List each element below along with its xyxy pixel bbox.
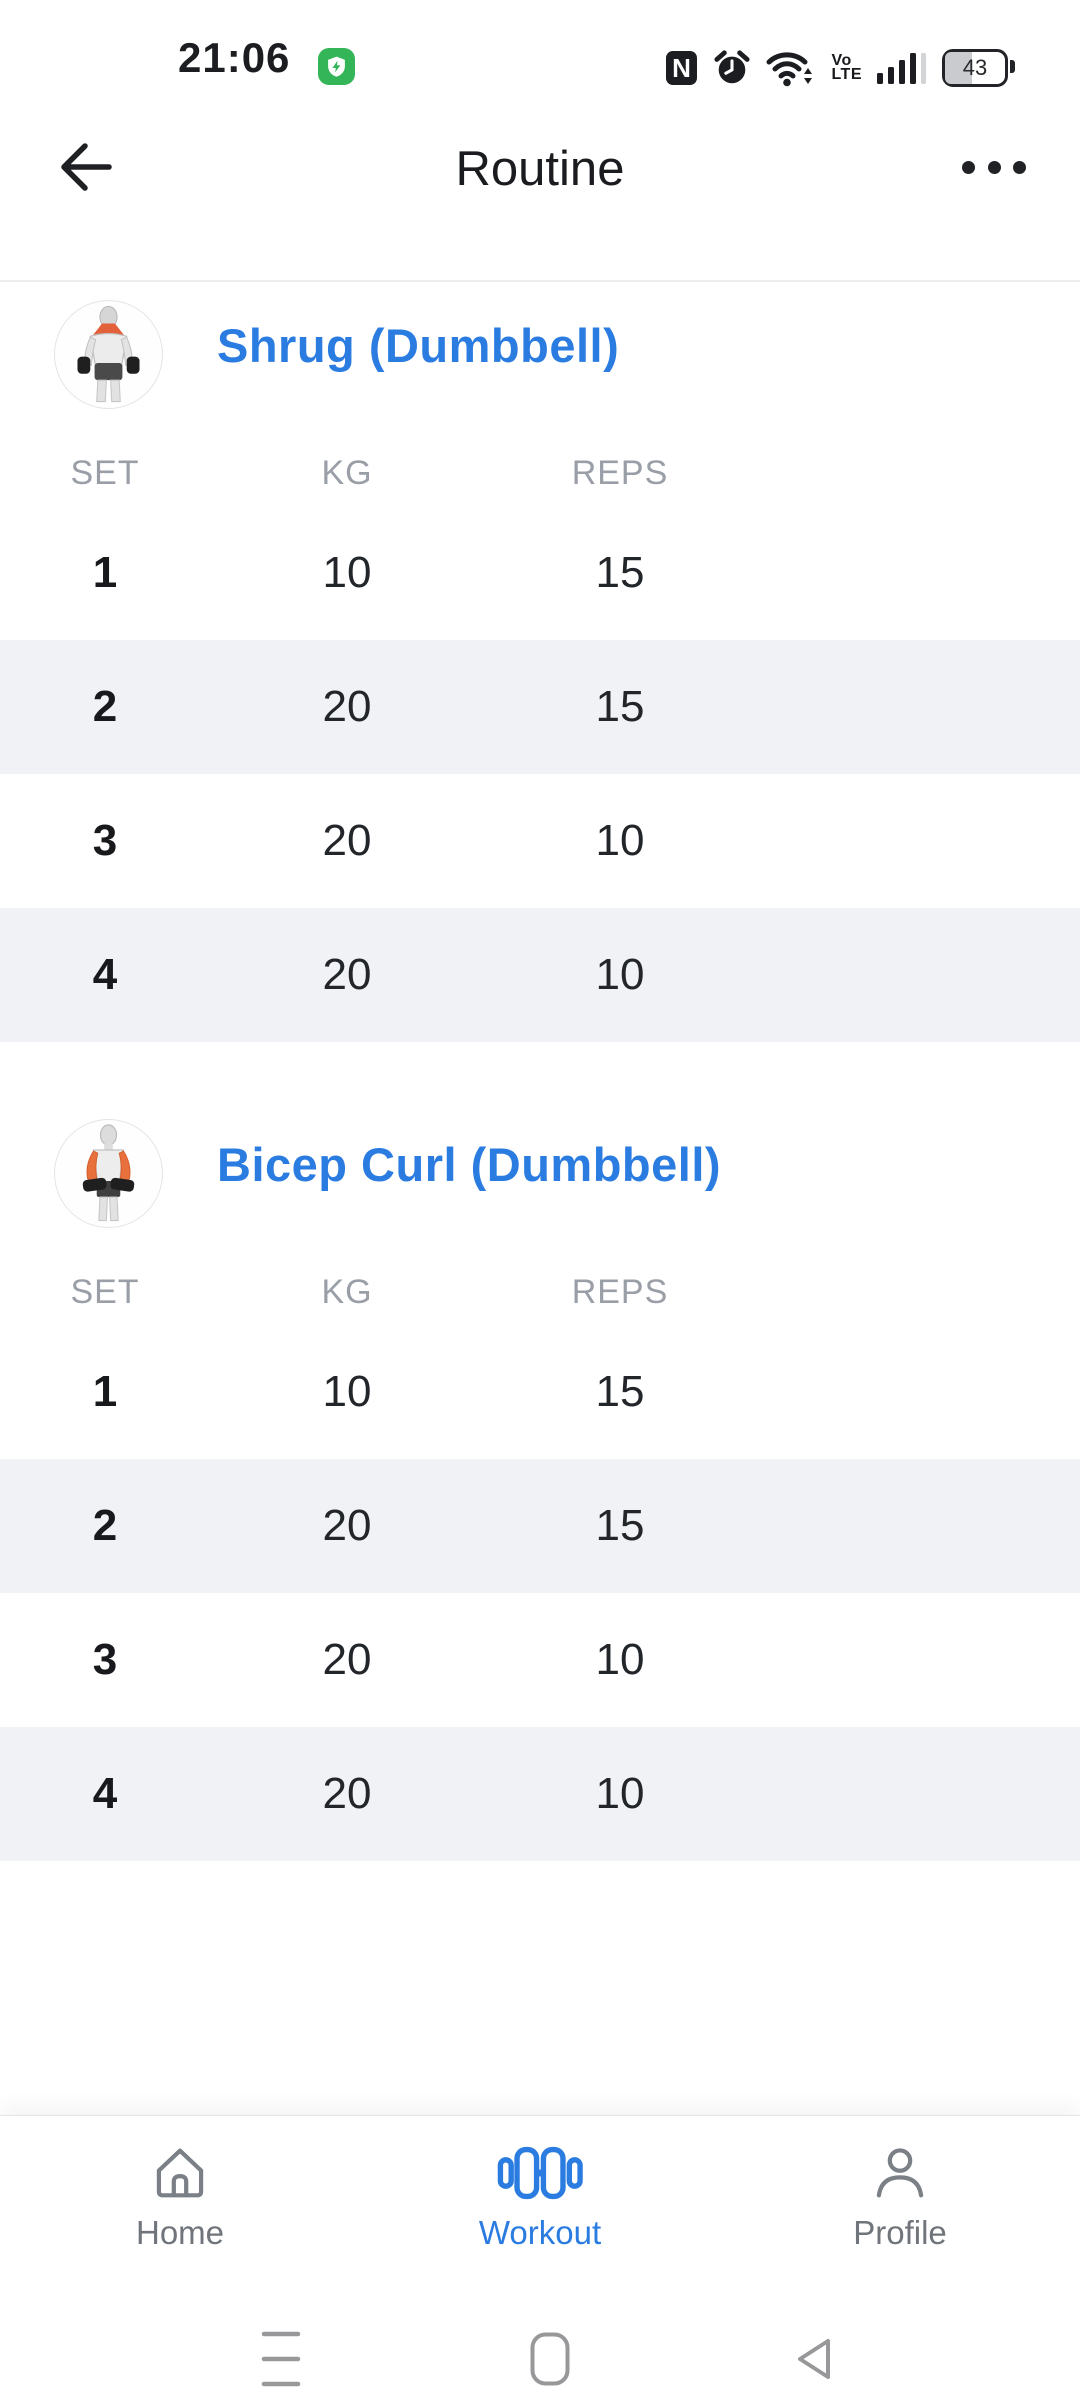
nav-item-profile[interactable]: Profile: [720, 2116, 1080, 2291]
col-set: SET: [70, 453, 140, 492]
exercise-section-bicep-curl: Bicep Curl (Dumbbell) SET KG REPS 1 10 1…: [0, 1111, 1080, 1861]
signal-bars-icon: [877, 53, 926, 84]
bottom-navigation: Home Workout Profile: [0, 2115, 1080, 2291]
android-home-icon[interactable]: [530, 2332, 570, 2386]
volte-indicator: Vo LTE: [831, 52, 862, 83]
shrug-figure-illustration: [77, 305, 140, 403]
table-row: 1 10 15: [92, 1367, 645, 1416]
table-row: 3 20 10: [92, 1635, 645, 1684]
table-row: 2 20 15: [0, 640, 1080, 774]
nfc-icon: N: [666, 51, 698, 85]
dot-icon: [1013, 160, 1026, 174]
more-options-button[interactable]: [962, 159, 1026, 175]
table-row: 2 20 15: [0, 1459, 1080, 1593]
exercise-thumbnail-bicep-curl[interactable]: [54, 1119, 163, 1228]
android-navigation-bar: [0, 2290, 1080, 2400]
status-time: 21:06: [178, 34, 291, 81]
table-column-headers: SET KG REPS: [0, 440, 1080, 506]
exercise-section-shrug: Shrug (Dumbbell) SET KG REPS 1 10 15 2 2…: [0, 292, 1080, 1042]
back-button[interactable]: [54, 135, 118, 199]
alarm-clock-icon: [714, 50, 751, 84]
col-reps: REPS: [571, 453, 669, 492]
recents-menu-icon[interactable]: [261, 2331, 301, 2387]
home-icon: [156, 2148, 204, 2198]
profile-icon: [876, 2148, 924, 2198]
col-set: SET: [70, 1272, 140, 1311]
dot-icon: [962, 160, 975, 174]
nav-label-workout: Workout: [478, 2214, 602, 2251]
table-row: 3 20 10: [92, 816, 645, 865]
battery-percent: 43: [962, 55, 988, 80]
exercise-thumbnail-shrug[interactable]: [54, 300, 163, 409]
status-icons: N Vo LTE 43: [665, 46, 1015, 90]
nav-item-workout[interactable]: Workout: [360, 2116, 720, 2291]
nav-label-home: Home: [135, 2214, 225, 2251]
nav-label-profile: Profile: [853, 2214, 947, 2251]
app-header: Routine: [0, 105, 1080, 282]
battery-fill-level: [945, 52, 972, 84]
battery-saver-shield-icon: [318, 48, 355, 85]
table-row: 4 20 10: [0, 908, 1080, 1042]
android-back-icon[interactable]: [794, 2335, 834, 2383]
svg-text:N: N: [673, 53, 692, 83]
table-column-headers: SET KG REPS: [0, 1259, 1080, 1325]
dot-icon: [987, 160, 1001, 174]
exercise-title[interactable]: Shrug (Dumbbell): [217, 319, 620, 372]
wifi-icon: [766, 52, 813, 87]
back-arrow-icon: [61, 143, 112, 191]
col-kg: KG: [321, 1272, 373, 1311]
bicep-curl-figure-illustration: [82, 1124, 135, 1222]
table-row: 1 10 15: [92, 548, 645, 597]
col-reps: REPS: [571, 1272, 669, 1311]
page-title: Routine: [455, 142, 625, 196]
status-bar: 21:06 N Vo LTE: [0, 0, 1080, 105]
exercise-title[interactable]: Bicep Curl (Dumbbell): [217, 1138, 722, 1191]
dumbbell-icon: [497, 2146, 583, 2200]
battery-icon: 43: [942, 49, 1015, 87]
col-kg: KG: [321, 453, 373, 492]
table-row: 4 20 10: [0, 1727, 1080, 1861]
nav-item-home[interactable]: Home: [0, 2116, 360, 2291]
